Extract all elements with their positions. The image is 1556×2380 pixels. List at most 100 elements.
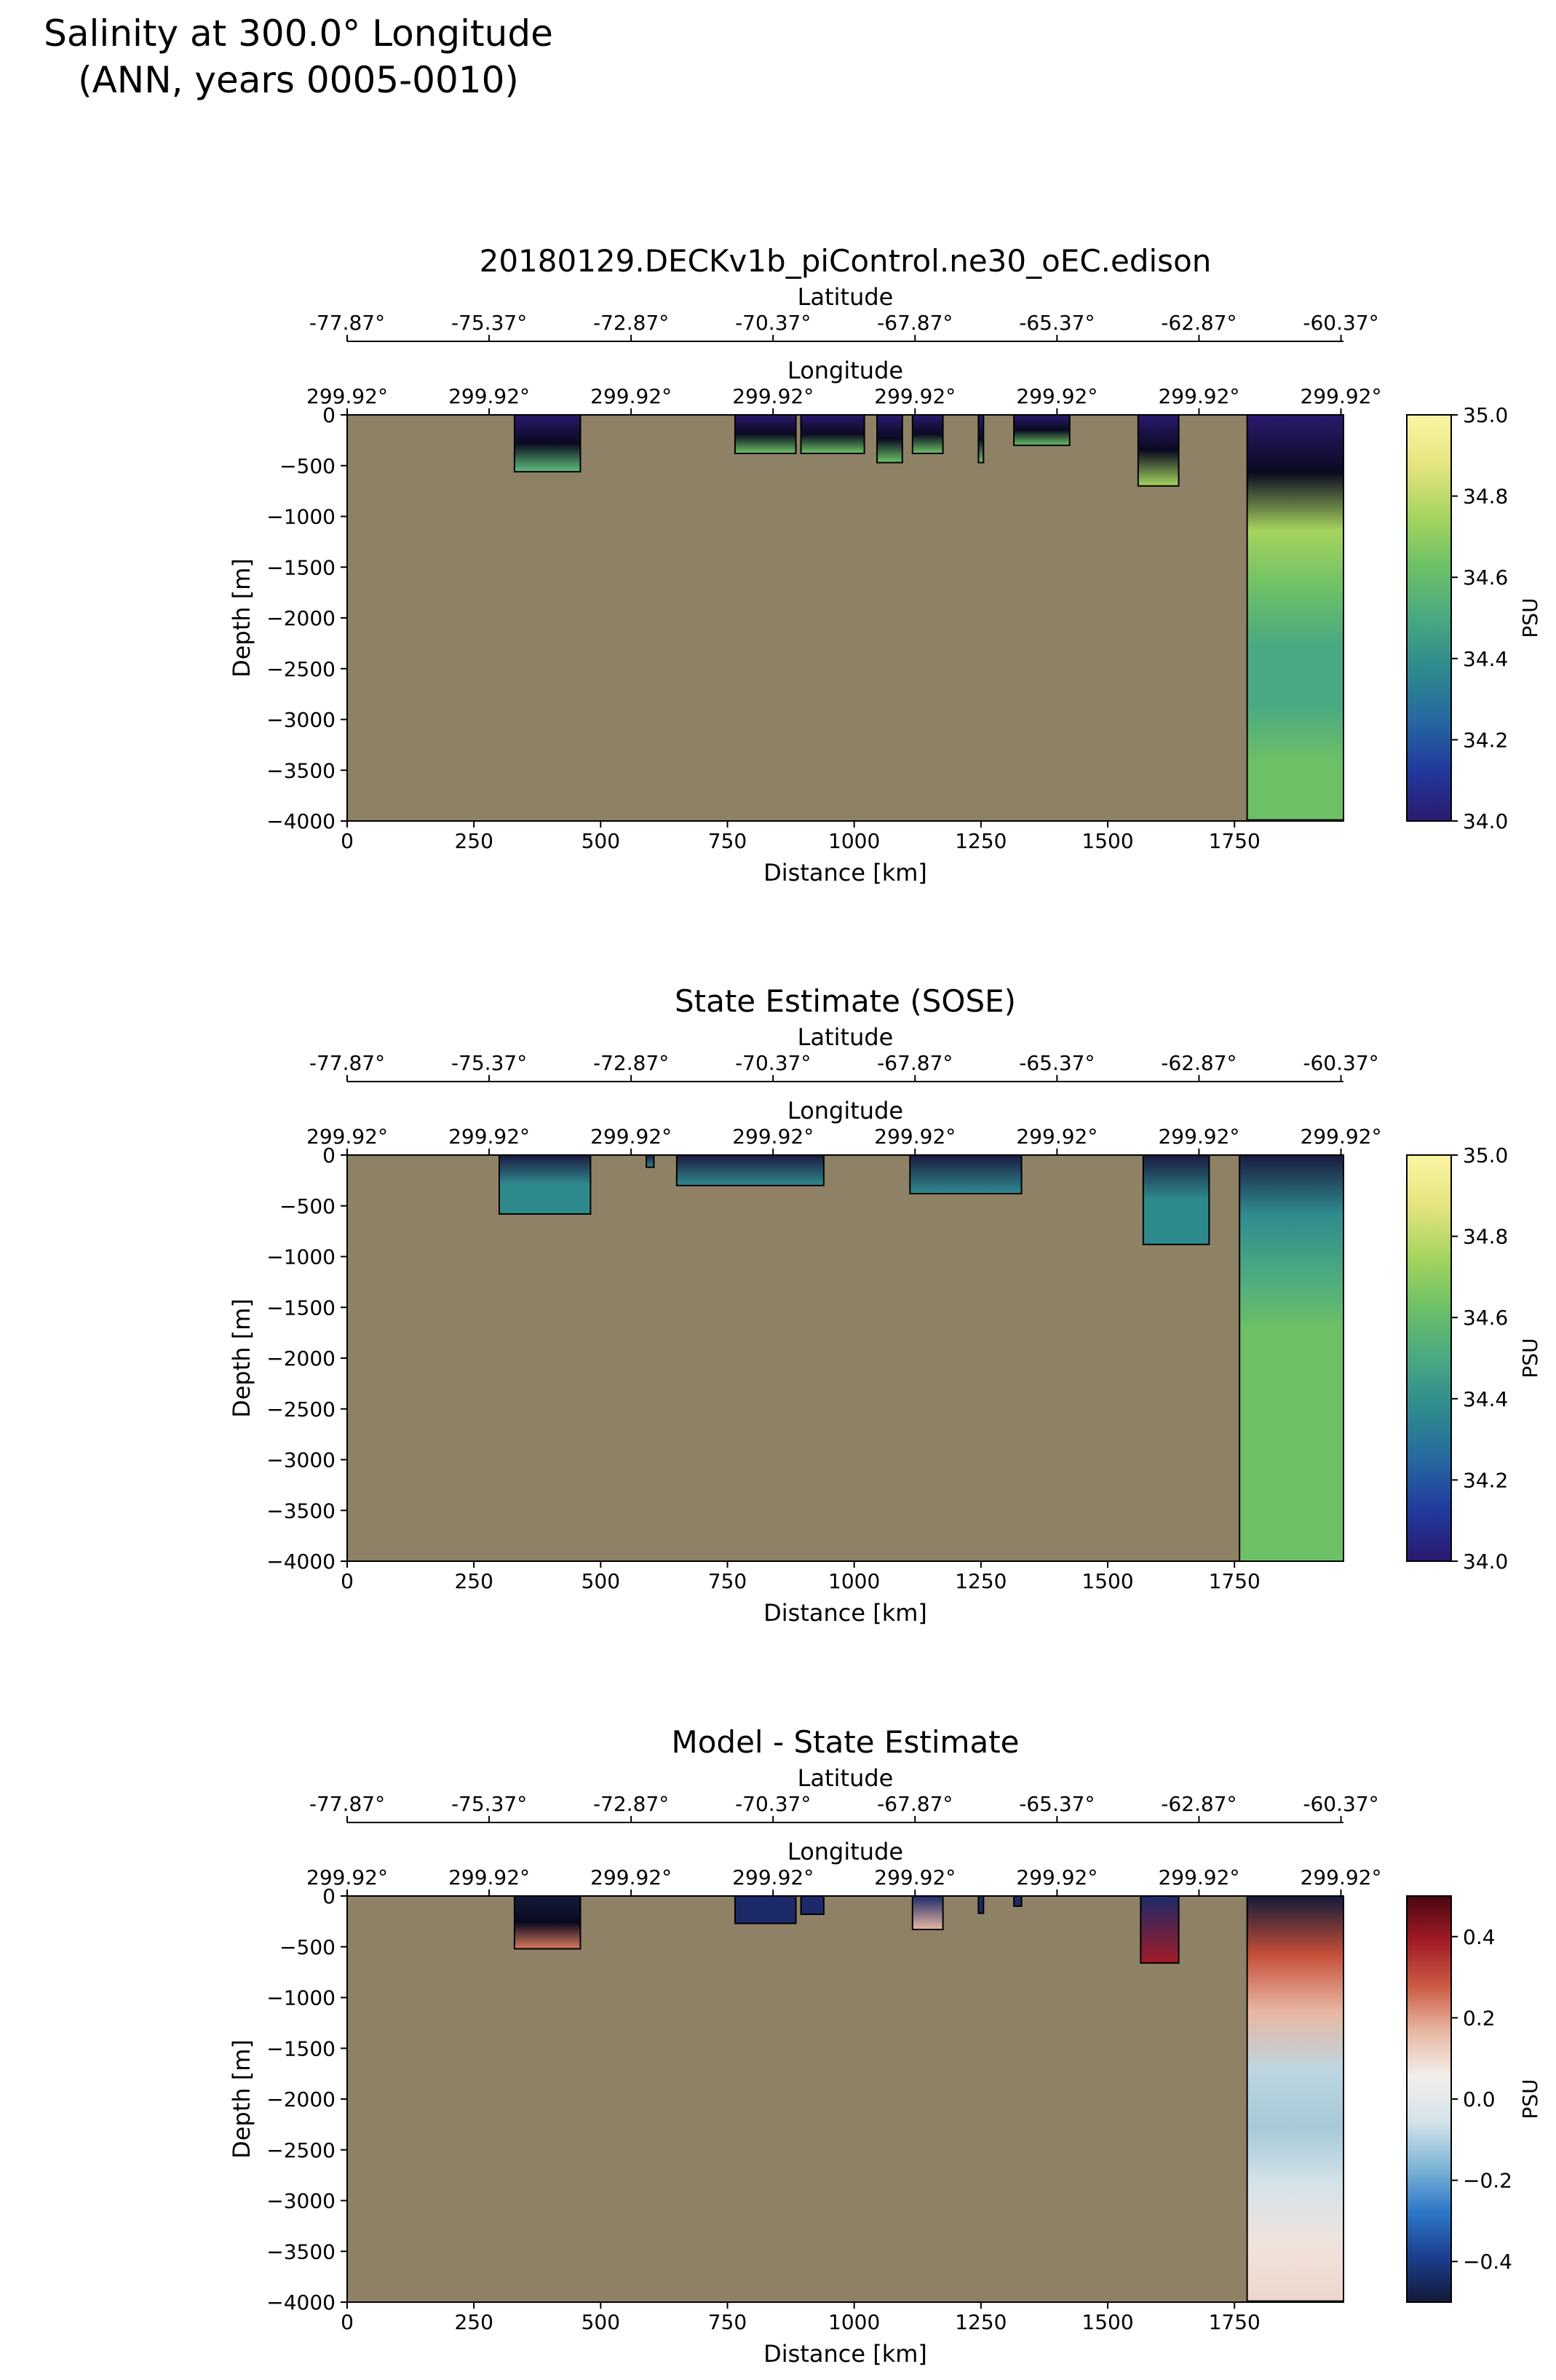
lat-tick-label: -70.37° [735, 311, 811, 335]
x-tick-label: 1750 [1209, 2310, 1261, 2334]
colorbar-tick-label: 34.4 [1463, 647, 1508, 671]
lat-tick-label: -75.37° [451, 1051, 527, 1075]
colorbar-label: PSU [1518, 2079, 1542, 2119]
lon-tick-label: 299.92° [306, 384, 388, 408]
figure-title: Salinity at 300.0° Longitude (ANN, years… [0, 10, 597, 103]
lon-tick-label: 299.92° [1158, 1124, 1239, 1149]
y-tick-label: −2500 [266, 2138, 336, 2162]
x-tick-label: 0 [341, 2310, 354, 2334]
panel-model: 0 250 500 750 1000 1250 1500 1750 Distance [km] 0… [228, 243, 1542, 886]
x-tick-label: 750 [708, 829, 747, 853]
lon-tick-label: 299.92° [590, 1124, 672, 1149]
water-region [513, 414, 581, 473]
lon-tick-label: 299.92° [874, 384, 956, 408]
x-tick-label: 1250 [955, 829, 1007, 853]
lat-tick-label: -77.87° [309, 1792, 385, 1816]
lat-tick-label: -60.37° [1303, 311, 1378, 335]
water-region [800, 414, 865, 455]
colorbar [1406, 1895, 1452, 2303]
lon-axis-label: Longitude [787, 1838, 903, 1865]
y-tick-label: −500 [279, 1194, 336, 1218]
lon-tick-label: 299.92° [1158, 1865, 1239, 1889]
water-region [1246, 414, 1345, 821]
x-tick-label: 500 [581, 1569, 620, 1593]
panel-bias: 0 250 500 750 1000 1250 1500 1750 Distance [km] 0… [228, 1724, 1542, 2368]
y-tick-label: −3500 [266, 1499, 336, 1523]
colorbar-tick-label: 34.4 [1463, 1387, 1508, 1411]
x-axis-label: Distance [km] [763, 1599, 927, 1627]
y-tick-label: −4000 [266, 809, 336, 833]
lon-tick-label: 299.92° [1158, 384, 1239, 408]
lat-tick-label: -77.87° [309, 311, 385, 335]
colorbar-tick-label: 0.0 [1463, 2087, 1496, 2111]
lat-tick-label: -62.87° [1161, 1792, 1237, 1816]
lat-tick-label: -72.87° [593, 1051, 669, 1075]
x-tick-label: 750 [708, 1569, 747, 1593]
lon-tick-label: 299.92° [874, 1865, 956, 1889]
y-tick-label: 0 [322, 1143, 336, 1167]
water-region [1142, 1154, 1210, 1245]
water-region [499, 1154, 592, 1215]
y-axis-label: Depth [m] [228, 2039, 255, 2159]
lat-tick-label: -72.87° [593, 1792, 669, 1816]
water-region [734, 414, 797, 455]
lat-tick-label: -70.37° [735, 1051, 811, 1075]
y-tick-label: −3000 [266, 708, 336, 732]
x-tick-label: 500 [581, 829, 620, 853]
colorbar-tick-label: 34.8 [1463, 1225, 1508, 1249]
water-region [911, 1895, 944, 1931]
lat-axis-label: Latitude [798, 283, 894, 311]
lon-tick-label: 299.92° [1016, 1865, 1097, 1889]
y-tick-label: −1000 [266, 1245, 336, 1269]
colorbar-tick-label: 35.0 [1463, 1143, 1508, 1167]
water-region [1013, 414, 1071, 446]
lon-tick-label: 299.92° [590, 1865, 672, 1889]
colorbar-tick-label: 34.6 [1463, 1306, 1508, 1330]
x-tick-label: 750 [708, 2310, 747, 2334]
water-region [675, 1154, 825, 1186]
lon-tick-label: 299.92° [732, 1865, 814, 1889]
lon-tick-label: 299.92° [1016, 1124, 1097, 1149]
lon-tick-label: 299.92° [1016, 384, 1097, 408]
x-tick-label: 1750 [1209, 829, 1261, 853]
y-tick-label: −2000 [266, 1346, 336, 1371]
colorbar-tick-label: 0.2 [1463, 2006, 1496, 2030]
colorbar-tick-label: 34.0 [1463, 1550, 1508, 1574]
x-axis-label: Distance [km] [763, 2340, 927, 2368]
colorbar-tick-label: 34.8 [1463, 485, 1508, 509]
y-tick-label: −1000 [266, 1986, 336, 2010]
lon-tick-label: 299.92° [448, 1124, 530, 1149]
y-tick-label: −500 [279, 454, 336, 478]
land-background [347, 415, 1343, 821]
x-tick-label: 0 [341, 1569, 354, 1593]
water-region [800, 1895, 825, 1916]
x-tick-label: 1500 [1081, 2310, 1133, 2334]
lon-tick-label: 299.92° [874, 1124, 956, 1149]
y-tick-label: −2000 [266, 2087, 336, 2111]
panel-title: State Estimate (SOSE) [675, 983, 1016, 1019]
lat-tick-label: -72.87° [593, 311, 669, 335]
colorbar-tick-label: −0.4 [1463, 2250, 1512, 2274]
lon-tick-label: 299.92° [1301, 384, 1382, 408]
colorbar-label: PSU [1518, 1338, 1542, 1378]
colorbar-tick-label: 34.0 [1463, 809, 1508, 833]
lon-tick-label: 299.92° [448, 1865, 530, 1889]
water-region [646, 1154, 655, 1168]
colorbar-tick-label: 34.6 [1463, 566, 1508, 590]
lat-tick-label: -75.37° [451, 311, 527, 335]
lat-tick-label: -60.37° [1303, 1051, 1378, 1075]
lon-tick-label: 299.92° [590, 384, 672, 408]
lon-tick-label: 299.92° [448, 384, 530, 408]
colorbar-tick-label: 34.2 [1463, 728, 1508, 752]
y-tick-label: −4000 [266, 2290, 336, 2314]
colorbar-label: PSU [1518, 598, 1542, 638]
lon-tick-label: 299.92° [1301, 1865, 1382, 1889]
land-background [347, 1896, 1343, 2302]
lat-tick-label: -67.87° [877, 1051, 953, 1075]
y-tick-label: 0 [322, 403, 336, 427]
y-tick-label: −3500 [266, 2240, 336, 2264]
water-region [911, 414, 944, 455]
y-tick-label: 0 [322, 1884, 336, 1908]
x-axis-label: Distance [km] [763, 859, 927, 886]
x-tick-label: 250 [454, 1569, 493, 1593]
